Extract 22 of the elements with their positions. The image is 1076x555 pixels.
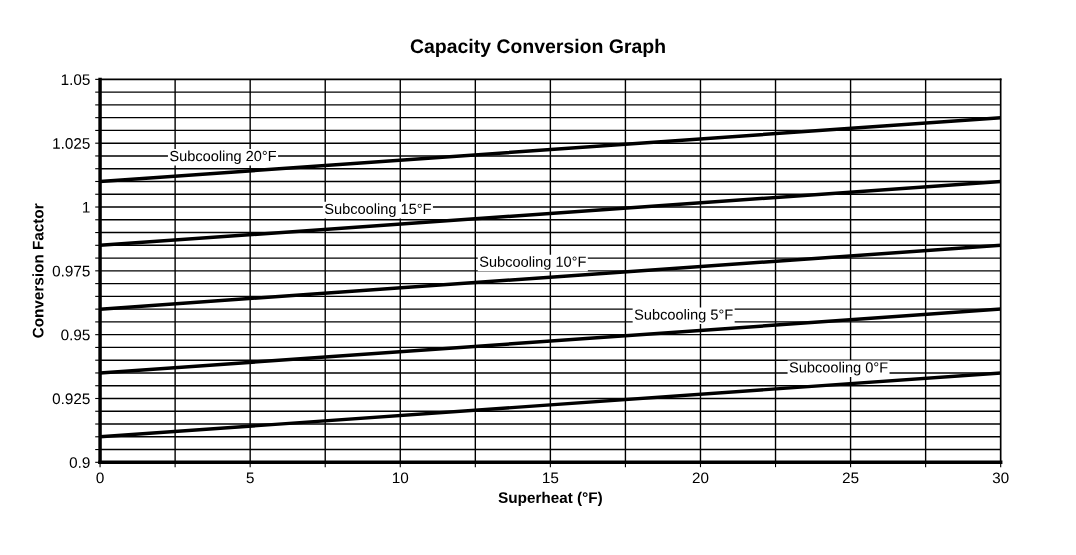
- series-label: Subcooling 5°F: [634, 309, 733, 323]
- y-tick-label: 0.925: [52, 393, 90, 405]
- x-tick-label: 25: [842, 472, 859, 484]
- y-tick-label: 0.975: [52, 265, 90, 277]
- x-tick-label: 15: [543, 472, 559, 484]
- series-label: Subcooling 10°F: [479, 256, 586, 270]
- y-tick-label: 1.05: [61, 74, 90, 86]
- y-tick-label: 0.95: [61, 329, 90, 341]
- y-tick-label: 1.025: [53, 138, 90, 149]
- x-tick-label: 10: [392, 472, 409, 484]
- y-axis-title: Conversion Factor: [32, 203, 44, 338]
- series-label: Subcooling 20°F: [170, 150, 277, 165]
- x-tick-label: 5: [246, 472, 254, 484]
- x-axis-title: Superheat (°F): [498, 491, 602, 507]
- chart-title: Capacity Conversion Graph: [410, 38, 665, 57]
- series-label: Subcooling 0°F: [789, 361, 888, 376]
- x-tick-label: 30: [992, 472, 1009, 484]
- x-tick-label: 20: [692, 472, 709, 484]
- series-label: Subcooling 15°F: [324, 203, 431, 217]
- y-tick-label: 1: [83, 202, 90, 213]
- x-tick-label: 0: [96, 472, 104, 484]
- y-tick-label: 0.9: [69, 457, 90, 468]
